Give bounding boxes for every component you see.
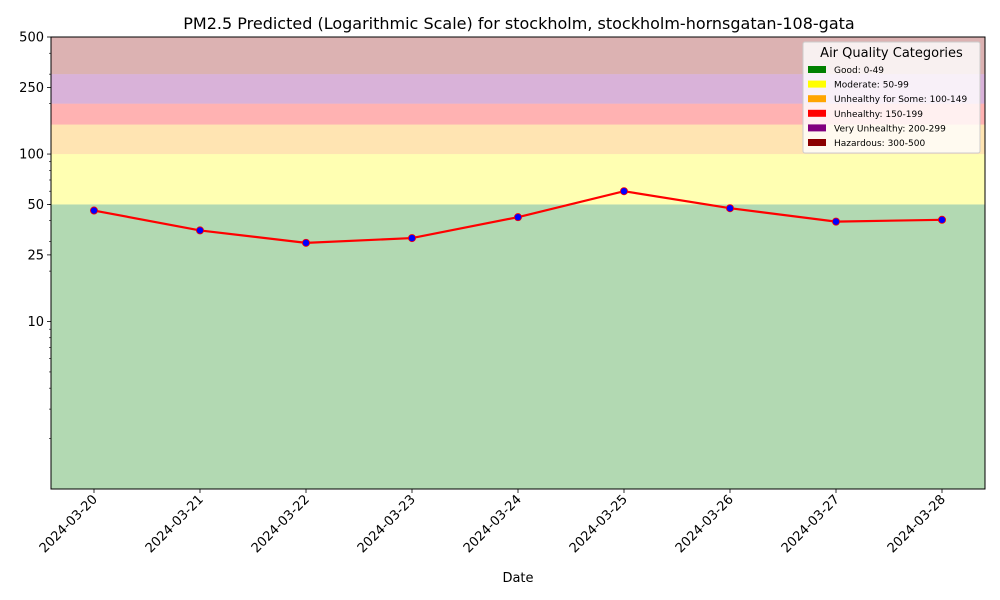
y-tick-label: 25	[27, 248, 44, 263]
legend-box	[802, 41, 981, 154]
y-tick-label: 100	[19, 148, 44, 163]
category-band-0	[51, 204, 985, 489]
legend-label: Hazardous: 300-500	[834, 139, 925, 149]
legend-swatch	[808, 66, 826, 73]
data-point	[90, 206, 99, 215]
legend-label: Very Unhealthy: 200-299	[834, 124, 946, 134]
y-tick-label: 500	[19, 31, 44, 46]
data-point	[514, 213, 523, 222]
x-tick-label: 2024-03-25	[567, 492, 631, 556]
legend-swatch	[808, 80, 826, 88]
x-axis-label: Date	[502, 571, 533, 586]
legend: Air Quality Categories Good: 0-49 Moderat…	[802, 41, 981, 154]
data-point	[832, 217, 841, 226]
data-point	[726, 204, 735, 213]
category-band-1	[51, 154, 985, 205]
x-axis: 2024-03-20 2024-03-21 2024-03-22 2024-03-23…	[37, 489, 949, 556]
x-tick-label: 2024-03-20	[37, 492, 101, 556]
data-point	[301, 238, 310, 247]
chart-title: PM2.5 Predicted (Logarithmic Scale) for …	[183, 14, 854, 33]
x-tick-label: 2024-03-23	[355, 492, 419, 556]
data-point	[195, 226, 204, 235]
x-tick-label: 2024-03-28	[885, 492, 949, 556]
y-tick-label: 50	[27, 198, 44, 213]
legend-label: Good: 0-49	[834, 66, 884, 76]
x-tick-label: 2024-03-26	[673, 492, 737, 556]
data-point	[407, 234, 416, 243]
legend-label: Moderate: 50-99	[834, 81, 909, 91]
y-axis: 10 25 50 100 250 500	[19, 31, 51, 439]
data-point	[620, 187, 629, 196]
data-point	[938, 215, 947, 224]
legend-entries: Good: 0-49 Moderate: 50-99 Unhealthy for S…	[808, 66, 967, 149]
legend-title: Air Quality Categories	[820, 46, 963, 61]
legend-swatch	[808, 95, 826, 103]
x-tick-label: 2024-03-27	[779, 492, 843, 556]
x-tick-label: 2024-03-24	[461, 492, 525, 556]
y-tick-label: 10	[27, 315, 44, 330]
legend-swatch	[808, 124, 826, 132]
legend-label: Unhealthy for Some: 100-149	[834, 95, 967, 105]
legend-swatch	[808, 109, 826, 117]
x-tick-label: 2024-03-21	[143, 492, 207, 556]
legend-swatch	[808, 139, 826, 146]
series	[90, 187, 947, 247]
legend-label: Unhealthy: 150-199	[834, 110, 923, 120]
category-band-3	[51, 103, 985, 125]
x-tick-label: 2024-03-22	[249, 492, 313, 556]
y-tick-label: 250	[19, 81, 44, 96]
